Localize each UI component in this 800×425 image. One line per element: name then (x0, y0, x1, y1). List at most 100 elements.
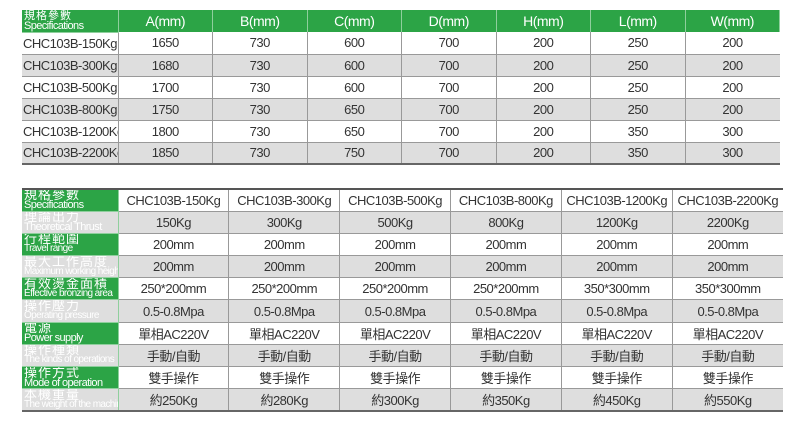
table-cell: 750 (307, 142, 402, 165)
table-cell: 0.5-0.8Mpa (228, 299, 341, 323)
table-row: CHC103B-150Kg 1650 730 600 700 200 250 200 (22, 32, 780, 55)
header-en: Theoretical Thrust (24, 221, 102, 234)
table-cell: 0.5-0.8Mpa (672, 299, 783, 323)
model-name: CHC103B-500Kg (22, 76, 119, 99)
table-cell: 730 (212, 98, 308, 121)
table-row: 有效燙金面積 Effective bronzing area 250*200mm 25… (22, 277, 783, 301)
table-cell: 200mm (561, 233, 673, 257)
header-cn: 有效燙金面積 (24, 277, 109, 291)
row-header: 操作方式 Mode of operation (22, 366, 119, 390)
table-cell: 250 (590, 54, 686, 77)
table-cell: 250*200mm (228, 277, 341, 301)
table-cell: CHC103B-300Kg (228, 189, 341, 212)
header-cn: 行程範圍 (24, 233, 81, 247)
header-cn: 理論出力 (24, 211, 81, 225)
table-cell: 600 (307, 76, 402, 99)
table-cell: 700 (401, 76, 497, 99)
header-cn: 操作方式 (24, 366, 81, 380)
table-cell: 700 (401, 32, 497, 55)
header-en: The weight of the machine (24, 398, 118, 410)
row-header: 規格參數 Specifications (22, 189, 119, 212)
table-cell: 200 (496, 32, 591, 55)
row-header: 最大工作高度 Maximum working height (22, 255, 119, 279)
table-cell: 1700 (118, 76, 213, 99)
row-header: 有效燙金面積 Effective bronzing area (22, 277, 119, 301)
header-en: Effective bronzing area (24, 287, 113, 299)
row-header: 操作壓力 Operating pressure (22, 299, 119, 323)
table-row: 操作方式 Mode of operation 雙手操作 雙手操作 雙手操作 雙手操作 雙手操… (22, 366, 783, 390)
table-cell: 1800 (118, 120, 213, 143)
table-cell: 手動/自動 (118, 344, 230, 368)
table-cell: 1750 (118, 98, 213, 121)
table-cell: 200 (496, 54, 591, 77)
table-cell: 約550Kg (672, 388, 783, 412)
column-header: C(mm) (307, 10, 402, 32)
table-row: 最大工作高度 Maximum working height 200mm 200mm 20… (22, 255, 783, 279)
table-cell: 200 (685, 54, 780, 77)
row-header: 操作種類 The kinds of operations (22, 344, 119, 368)
table-cell: 單相AC220V (450, 322, 562, 345)
table-cell: 單相AC220V (672, 322, 783, 345)
table-cell: 150Kg (118, 211, 230, 234)
table-cell: 1650 (118, 32, 213, 55)
table-cell: 約350Kg (450, 388, 562, 412)
header-cn: 規格參數 (24, 189, 81, 203)
model-name: CHC103B-1200Kg (22, 120, 119, 143)
table-row: 規格參數 Specifications CHC103B-150Kg CHC103B-3… (22, 189, 783, 212)
table-cell: 300Kg (228, 211, 341, 234)
table-cell: 200mm (339, 255, 451, 279)
table-cell: 700 (401, 54, 497, 77)
table-cell: 手動/自動 (339, 344, 451, 368)
table-cell: 200mm (118, 255, 230, 279)
header-en: Specifications (24, 19, 84, 32)
model-name: CHC103B-2200Kg (22, 142, 119, 165)
header-en: Specifications (24, 199, 84, 212)
table-cell: 200mm (561, 255, 673, 279)
table-cell: 600 (307, 32, 402, 55)
row-header: 行程範圍 Travel range (22, 233, 119, 257)
column-header: W(mm) (685, 10, 780, 32)
table-row: 電源 Power supply 單相AC220V 單相AC220V 單相AC220V 單相… (22, 322, 783, 345)
table-cell: 單相AC220V (561, 322, 673, 345)
table-row: CHC103B-2200Kg 1850 730 750 700 200 350 300 (22, 142, 780, 165)
table-cell: 200 (685, 76, 780, 99)
table-cell: 200 (685, 98, 780, 121)
table-cell: 300 (685, 120, 780, 143)
header-en: Power supply (24, 332, 83, 345)
model-name: CHC103B-150Kg (22, 32, 119, 55)
table-cell: 200mm (118, 233, 230, 257)
table-cell: 700 (401, 120, 497, 143)
column-header: L(mm) (590, 10, 686, 32)
table-row: 操作種類 The kinds of operations 手動/自動 手動/自動 手動/… (22, 344, 783, 368)
table-cell: CHC103B-800Kg (450, 189, 562, 212)
table-cell: 800Kg (450, 211, 562, 234)
table-cell: 200 (685, 32, 780, 55)
table-cell: 200mm (228, 233, 341, 257)
table-row: CHC103B-500Kg 1700 730 600 700 200 250 200 (22, 76, 780, 99)
table-cell: 200mm (672, 255, 783, 279)
table-cell: 250*200mm (118, 277, 230, 301)
table-cell: 約300Kg (339, 388, 451, 412)
header-cn: 操作種類 (24, 344, 81, 358)
dimensions-table: 規格參數 Specifications A(mm) B(mm) C(mm) D(mm) H(… (22, 10, 780, 165)
header-cn: 操作壓力 (24, 299, 81, 314)
table-cell: 單相AC220V (339, 322, 451, 345)
row-header: 理論出力 Theoretical Thrust (22, 211, 119, 234)
table-cell: CHC103B-1200Kg (561, 189, 673, 212)
table-cell: 730 (212, 32, 308, 55)
table-cell: 雙手操作 (561, 366, 673, 390)
header-cn: 電源 (24, 322, 53, 336)
table-cell: 300 (685, 142, 780, 165)
table-cell: 200 (496, 76, 591, 99)
table-cell: 手動/自動 (561, 344, 673, 368)
table-cell: 250 (590, 32, 686, 55)
table-cell: CHC103B-2200Kg (672, 189, 783, 212)
row-header: 本機重量 The weight of the machine (22, 388, 119, 412)
table-cell: 350 (590, 120, 686, 143)
table-cell: 730 (212, 54, 308, 77)
column-header: B(mm) (212, 10, 308, 32)
table-row: 本機重量 The weight of the machine 約250Kg 約280K… (22, 388, 783, 412)
table-cell: 約250Kg (118, 388, 230, 412)
row-header: 電源 Power supply (22, 322, 119, 345)
table-cell: 730 (212, 142, 308, 165)
